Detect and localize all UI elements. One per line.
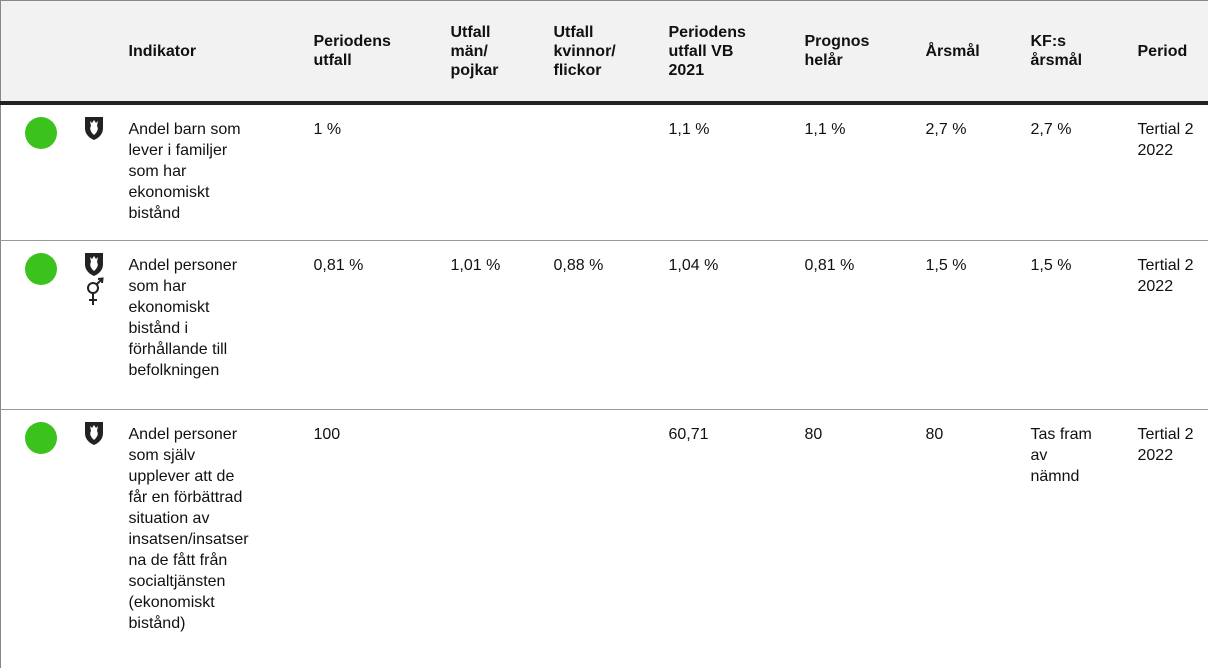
table-cell (440, 409, 544, 668)
status-dot (25, 421, 57, 454)
status-cell (0, 409, 71, 668)
status-dot (25, 117, 57, 149)
header-cell: Periodens utfall (303, 0, 441, 105)
header-row: Indikator Periodens utfall Utfall män/ p… (0, 0, 1208, 105)
icon-cell (70, 409, 119, 668)
header-cell: Utfall män/ pojkar (440, 0, 544, 105)
table-cell: Tertial 2 2022 (1127, 103, 1208, 241)
table-cell: Andel personer som själv upplever att de… (118, 409, 304, 668)
table-cell: 1,01 % (440, 240, 544, 410)
table-row: Andel barn som lever i familjer som har … (0, 103, 1208, 241)
header-cell: Prognos helår (794, 0, 916, 105)
table-cell: 1,1 % (658, 103, 795, 241)
table-cell: 0,81 % (303, 240, 441, 410)
table-row: Andel personer som själv upplever att de… (0, 409, 1208, 668)
header-cell: Utfall kvinnor/ flickor (543, 0, 659, 105)
table-cell: 2,7 % (915, 103, 1021, 241)
table-cell: Tertial 2 2022 (1127, 240, 1208, 410)
table-cell: Andel personer som har ekonomiskt bistån… (118, 240, 304, 410)
table-cell: 80 (794, 409, 916, 668)
table-cell: 60,71 (658, 409, 795, 668)
status-cell (0, 103, 71, 241)
table-cell: 100 (303, 409, 441, 668)
icon-cell (70, 103, 119, 241)
table-cell: 1,5 % (1020, 240, 1128, 410)
header-cell (70, 0, 119, 105)
table-cell (543, 103, 659, 241)
table-cell: 1 % (303, 103, 441, 241)
table-cell: 2,7 % (1020, 103, 1128, 241)
table-cell: Tertial 2 2022 (1127, 409, 1208, 668)
status-cell (0, 240, 71, 410)
shield-icon (84, 421, 103, 445)
gender-icon (86, 276, 104, 305)
table-cell: Andel barn som lever i familjer som har … (118, 103, 304, 241)
table-cell: 0,81 % (794, 240, 916, 410)
header-cell: Periodens utfall VB 2021 (658, 0, 795, 105)
table-cell: 80 (915, 409, 1021, 668)
table-cell: 1,5 % (915, 240, 1021, 410)
shield-icon (84, 252, 103, 276)
table-cell: 1,04 % (658, 240, 795, 410)
shield-icon (84, 117, 103, 140)
header-cell: KF:s årsmål (1020, 0, 1128, 105)
table-row: Andel personer som har ekonomiskt bistån… (0, 240, 1208, 410)
table-cell: Tas fram av nämnd (1020, 409, 1128, 668)
table-cell (543, 409, 659, 668)
status-dot (25, 252, 57, 285)
header-cell: Indikator (118, 0, 304, 105)
table-cell (440, 103, 544, 241)
header-cell (0, 0, 71, 105)
header-cell: Period (1127, 0, 1208, 105)
table-cell: 0,88 % (543, 240, 659, 410)
icon-cell (70, 240, 119, 410)
header-cell: Årsmål (915, 0, 1021, 105)
table-cell: 1,1 % (794, 103, 916, 241)
